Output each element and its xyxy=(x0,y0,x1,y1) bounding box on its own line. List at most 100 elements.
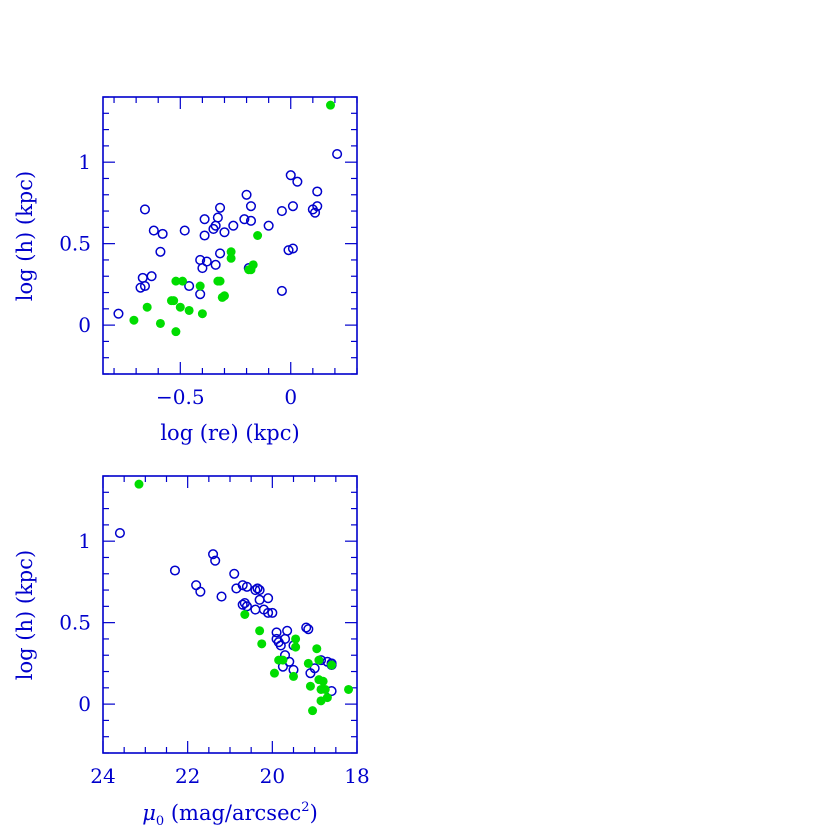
top-data-points xyxy=(113,100,343,337)
filled-point xyxy=(171,276,181,286)
filled-point xyxy=(175,302,185,312)
open-point xyxy=(215,202,226,213)
open-point xyxy=(184,280,195,292)
open-point xyxy=(245,215,257,226)
mu-subscript: 0 xyxy=(156,814,164,829)
filled-point xyxy=(305,681,315,691)
open-point xyxy=(139,280,151,292)
open-point xyxy=(114,527,125,539)
bottom-data-points xyxy=(114,479,354,716)
unit-text: (mag/arcsec xyxy=(164,801,301,825)
open-point xyxy=(219,227,230,238)
open-point xyxy=(263,607,274,618)
unit-close: ) xyxy=(310,801,318,825)
filled-point xyxy=(178,276,188,286)
open-point xyxy=(301,622,312,633)
open-point xyxy=(228,220,239,231)
filled-point xyxy=(303,658,313,668)
bottom-tick-labels: 24 22 20 18 0 0.5 1 xyxy=(59,529,370,788)
y-tick-label: 0.5 xyxy=(59,232,91,256)
open-point xyxy=(245,201,257,212)
filled-point xyxy=(291,642,301,652)
filled-point xyxy=(278,655,288,665)
open-point xyxy=(271,627,282,638)
bottom-ticks xyxy=(102,475,358,754)
filled-point xyxy=(325,100,335,110)
filled-point xyxy=(291,634,301,644)
filled-point xyxy=(134,479,144,489)
top-x-axis-label: log (re) (kpc) xyxy=(160,421,299,445)
y-tick-label: 0 xyxy=(78,313,91,337)
x-tick-label: 0 xyxy=(284,385,297,409)
filled-point xyxy=(226,253,236,263)
filled-point xyxy=(171,327,181,337)
open-point xyxy=(210,259,221,270)
filled-point xyxy=(142,302,152,312)
open-point xyxy=(276,206,287,217)
filled-point xyxy=(344,684,354,694)
open-point xyxy=(210,555,221,566)
y-tick-label: 1 xyxy=(78,529,91,553)
open-point xyxy=(241,581,252,592)
open-point xyxy=(254,585,265,596)
bottom-y-axis-label: log (h) (kpc) xyxy=(13,550,37,680)
filled-point xyxy=(308,706,318,716)
y-tick-label: 1 xyxy=(78,150,91,174)
open-point xyxy=(216,591,227,602)
filled-point xyxy=(255,626,265,636)
filled-point xyxy=(129,315,139,325)
bottom-plot-frame xyxy=(102,475,358,754)
filled-point xyxy=(289,671,298,681)
open-point xyxy=(312,186,323,197)
filled-point xyxy=(155,318,165,328)
open-point xyxy=(332,148,343,160)
x-tick-label: −0.5 xyxy=(156,385,205,409)
open-point xyxy=(254,594,265,605)
filled-point xyxy=(320,684,330,694)
open-point xyxy=(137,272,148,283)
open-point xyxy=(229,568,240,579)
open-point xyxy=(208,549,219,560)
filled-point xyxy=(322,693,332,703)
open-point xyxy=(113,308,124,319)
top-tick-labels: −0.5 0 0 0.5 1 xyxy=(59,150,297,409)
bottom-x-axis-label: μ0 (mag/arcsec2) xyxy=(142,800,318,829)
filled-point xyxy=(184,305,194,315)
filled-point xyxy=(219,291,229,301)
open-point xyxy=(287,243,298,254)
filled-point xyxy=(253,231,263,240)
open-point xyxy=(287,201,298,212)
open-point xyxy=(215,248,226,259)
open-point xyxy=(199,214,210,225)
filled-point xyxy=(327,660,337,670)
open-point xyxy=(195,289,206,300)
open-point xyxy=(155,246,166,257)
filled-point xyxy=(195,281,205,291)
x-tick-label: 22 xyxy=(175,764,200,788)
x-tick-label: 24 xyxy=(90,764,115,788)
filled-point xyxy=(312,644,322,654)
filled-point xyxy=(318,676,328,686)
open-point xyxy=(148,225,159,236)
filled-point xyxy=(269,668,279,678)
filled-point xyxy=(257,639,267,649)
open-point xyxy=(212,212,223,223)
open-point xyxy=(146,271,157,282)
y-tick-label: 0.5 xyxy=(59,611,91,635)
open-point xyxy=(201,256,212,267)
open-point xyxy=(303,624,314,635)
filled-point xyxy=(226,247,236,257)
open-point xyxy=(309,663,320,674)
open-point xyxy=(285,170,296,181)
open-point xyxy=(276,285,287,296)
x-tick-label: 20 xyxy=(260,764,285,788)
open-point xyxy=(179,225,190,236)
open-point xyxy=(292,176,303,187)
top-ticks xyxy=(103,96,358,375)
filled-point xyxy=(197,309,207,319)
open-point xyxy=(250,604,261,615)
filled-point xyxy=(314,655,324,665)
open-point xyxy=(312,201,323,212)
